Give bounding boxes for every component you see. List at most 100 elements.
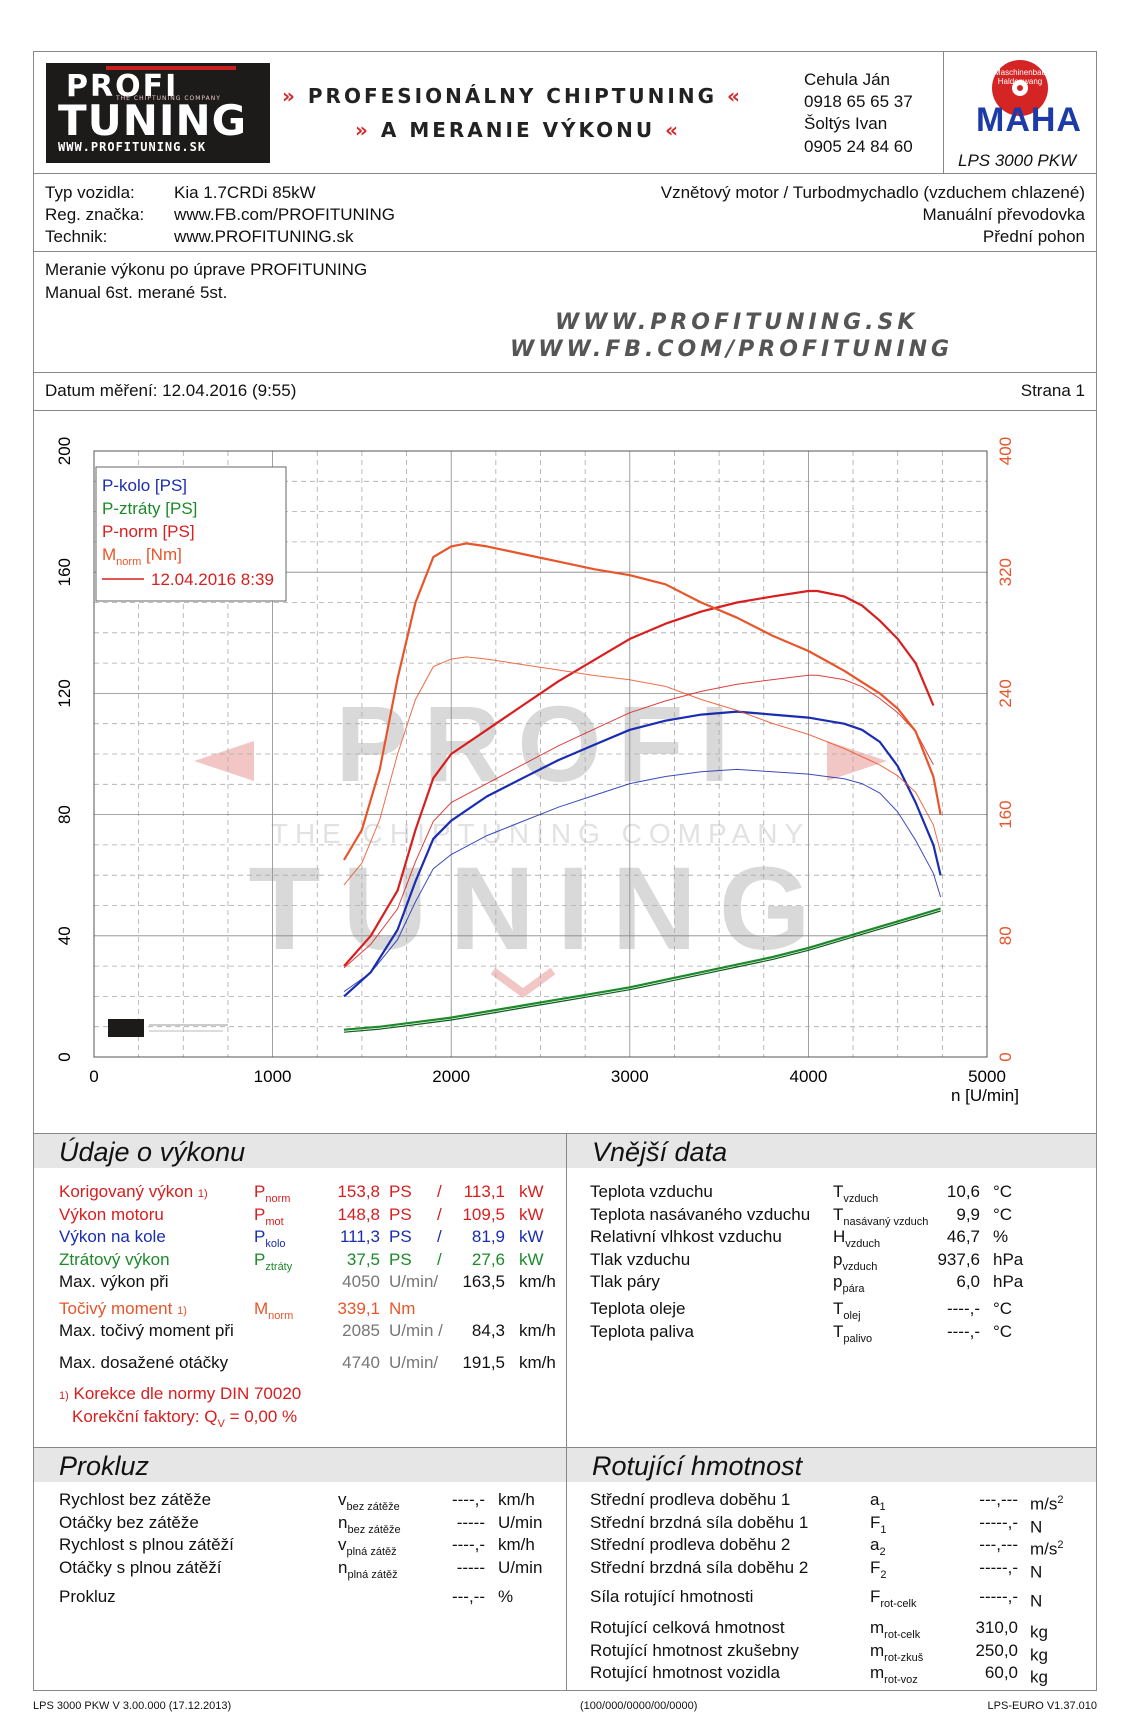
rotating-unit: kg xyxy=(1030,1663,1048,1688)
reg-value: www.FB.com/PROFITUNING xyxy=(174,205,396,224)
rotating-label: Rotující celková hmotnost xyxy=(590,1618,785,1637)
rotating-value: -----,- xyxy=(979,1557,1018,1577)
maha-model: LPS 3000 PKW xyxy=(958,151,1077,170)
torque-speed: 191,5 xyxy=(462,1353,505,1372)
unit-text: N xyxy=(1030,1591,1043,1611)
legend-entry: P-ztráty [PS] xyxy=(102,499,197,518)
symbol: M xyxy=(254,1299,269,1318)
series-line-m-norm xyxy=(343,542,942,861)
symbol-subscript: vzduch xyxy=(843,1193,879,1205)
symbol-subscript: ztráty xyxy=(265,1260,293,1273)
symbol: m xyxy=(870,1640,885,1660)
measurement-date: Datum měření: 12.04.2016 (9:55) xyxy=(45,381,297,400)
symbol-subscript: bez zátěže xyxy=(347,1523,401,1536)
symbol: a xyxy=(870,1490,880,1509)
performance-sep: / xyxy=(437,1227,442,1246)
performance-unit-kw: km/h xyxy=(519,1272,556,1291)
rotating-unit: N xyxy=(1030,1587,1042,1612)
symbol: a xyxy=(870,1535,880,1554)
slogan-line1: » PROFESIONÁLNY CHIPTUNING « xyxy=(282,84,743,108)
slip-label: Prokluz xyxy=(59,1587,116,1606)
rotating-value: -----,- xyxy=(979,1512,1018,1532)
rotating-label: Rotující hmotnost vozidla xyxy=(590,1663,780,1682)
slip-unit: km/h xyxy=(498,1490,535,1509)
unit-text: kg xyxy=(1030,1622,1048,1642)
y-left-tick-label: 0 xyxy=(55,1052,74,1061)
watermark-chevron-icon xyxy=(490,967,556,998)
symbol: p xyxy=(833,1249,843,1269)
unit-text: kg xyxy=(1030,1645,1048,1665)
x-tick-label: 0 xyxy=(89,1067,98,1086)
rotating-unit: N xyxy=(1030,1513,1042,1538)
symbol: v xyxy=(338,1490,347,1509)
symbol-subscript: norm xyxy=(268,1310,294,1322)
rotating-symbol: a1 xyxy=(870,1490,886,1517)
unit-text: N xyxy=(1030,1562,1043,1582)
external-symbol: Tolej xyxy=(833,1299,861,1326)
performance-value-ps: 148,8 xyxy=(337,1204,380,1224)
section-header-bg xyxy=(34,1134,566,1168)
rotating-value: ---,--- xyxy=(979,1490,1018,1509)
label-text: Výkon na kole xyxy=(59,1227,166,1246)
y-right-tick-label: 320 xyxy=(996,558,1015,586)
slip-value: ----- xyxy=(456,1557,485,1577)
slogan-line2: » A MERANIE VÝKONU « xyxy=(355,118,682,142)
performance-unit-kw: kW xyxy=(519,1182,544,1201)
torque-unit: U/min/ xyxy=(389,1353,439,1372)
rotating-symbol: F2 xyxy=(870,1558,887,1585)
slip-symbol: vplná zátěž xyxy=(338,1535,397,1562)
mini-logo-icon xyxy=(108,1019,144,1037)
label-footnote: 1) xyxy=(197,1188,208,1200)
external-label: Teplota oleje xyxy=(590,1299,686,1318)
y-left-tick-label: 80 xyxy=(55,805,74,824)
logo-line2: TUNING xyxy=(58,96,248,145)
x-axis-label: n [U/min] xyxy=(951,1086,1019,1105)
external-unit: hPa xyxy=(993,1249,1024,1269)
external-value: 9,9 xyxy=(956,1204,980,1224)
performance-value-kw: 81,9 xyxy=(471,1227,505,1246)
performance-value-kw: 109,5 xyxy=(462,1204,505,1224)
symbol-subscript: palivo xyxy=(843,1332,873,1345)
external-unit: °C xyxy=(993,1321,1013,1341)
note-line2: Manual 6st. merané 5st. xyxy=(45,283,228,302)
series-line-p-kolo xyxy=(343,710,942,998)
rotating-unit: m/s2 xyxy=(1030,1490,1064,1515)
divider xyxy=(943,51,944,173)
external-symbol: Hvzduch xyxy=(833,1227,880,1254)
symbol: T xyxy=(833,1299,844,1318)
rotating-value: ---,--- xyxy=(979,1535,1018,1554)
series-line-p-norm-thin xyxy=(343,674,934,969)
type-label: Typ vozidla: xyxy=(45,183,135,202)
external-label: Teplota paliva xyxy=(590,1321,694,1341)
website-watermark: WWW.PROFITUNING.SK xyxy=(555,310,919,335)
y-right-tick-label: 240 xyxy=(996,679,1015,707)
torque-label: Max. dosažené otáčky xyxy=(59,1353,228,1373)
rotating-symbol: F1 xyxy=(870,1513,887,1540)
external-symbol: Tnasávaný vzduch xyxy=(833,1205,928,1232)
symbol: P xyxy=(254,1204,266,1224)
x-tick-label: 5000 xyxy=(968,1067,1006,1086)
symbol-subscript: olej xyxy=(843,1310,861,1322)
type-value: Kia 1.7CRDi 85kW xyxy=(174,183,316,202)
external-unit: hPa xyxy=(993,1272,1024,1291)
torque-unit: Nm xyxy=(389,1299,416,1318)
rotating-unit: N xyxy=(1030,1558,1042,1583)
external-unit: °C xyxy=(993,1204,1013,1224)
page-frame xyxy=(33,51,1097,1691)
section-header-bg xyxy=(34,1448,566,1482)
performance-unit-ps: U/min/ xyxy=(389,1272,439,1291)
slip-value: ----,- xyxy=(451,1535,485,1554)
divider xyxy=(33,410,1097,411)
symbol-subscript: 1 xyxy=(879,1501,886,1513)
symbol: m xyxy=(870,1618,885,1637)
footer-euro-version: LPS-EURO V1.37.010 xyxy=(987,1700,1097,1712)
performance-value-kw: 113,1 xyxy=(463,1182,505,1201)
watermark-tuning: TUNING xyxy=(248,843,832,975)
symbol-subscript: rot-celk xyxy=(884,1629,921,1641)
rotating-unit: kg xyxy=(1030,1618,1048,1643)
external-value: 46,7 xyxy=(946,1227,980,1246)
external-value: ----,- xyxy=(946,1299,980,1318)
y-left-tick-label: 40 xyxy=(55,926,74,945)
label-footnote: 1) xyxy=(177,1305,187,1317)
torque-unit: U/min / xyxy=(389,1321,443,1340)
